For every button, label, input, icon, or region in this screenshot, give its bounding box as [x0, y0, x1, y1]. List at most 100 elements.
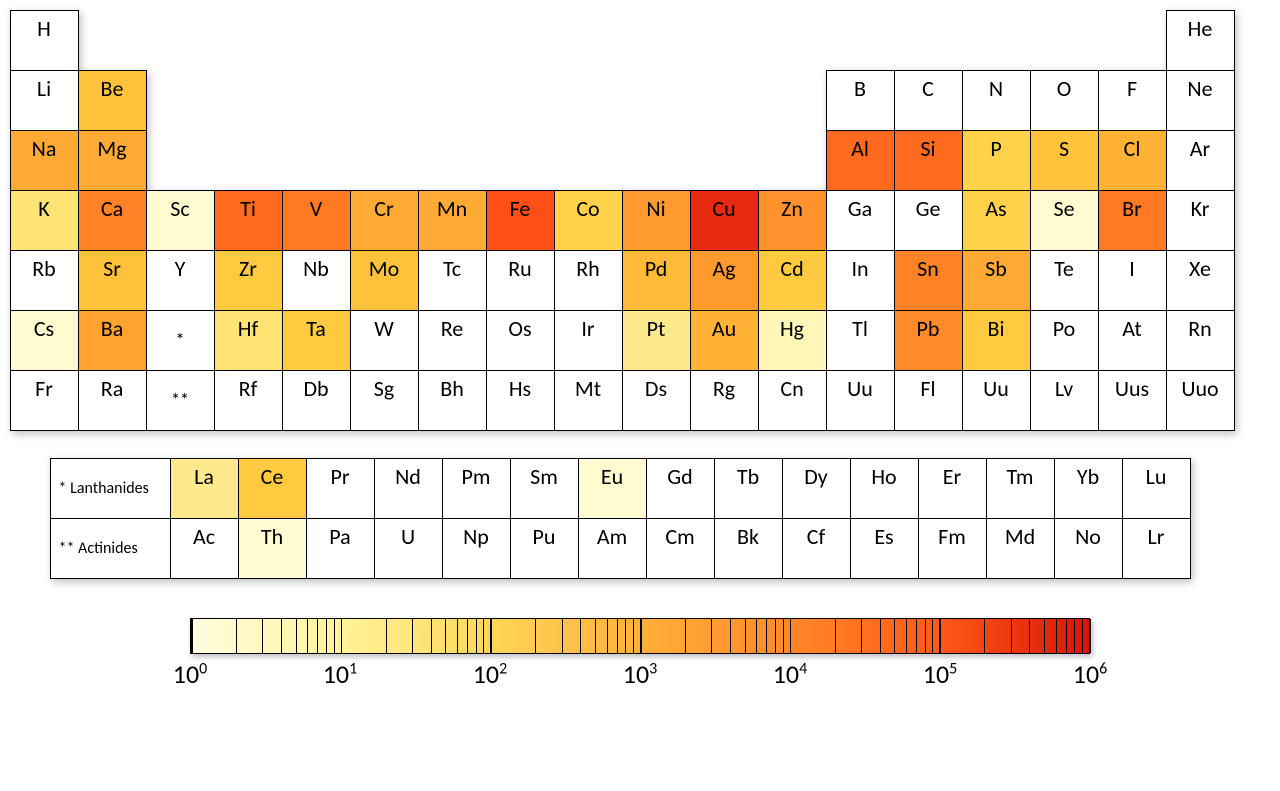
element-cn: Cn [758, 370, 827, 431]
element-br: Br [1098, 190, 1167, 251]
element-po: Po [1030, 310, 1099, 371]
element-ne: Ne [1166, 70, 1235, 131]
element-lr: Lr [1122, 518, 1191, 579]
element-sr: Sr [78, 250, 147, 311]
element-cd: Cd [758, 250, 827, 311]
element-ca: Ca [78, 190, 147, 251]
element-au: Au [690, 310, 759, 371]
element-he: He [1166, 10, 1235, 71]
element-es: Es [850, 518, 919, 579]
element-db: Db [282, 370, 351, 431]
scale-label-5: 105 [923, 658, 957, 690]
element-mg: Mg [78, 130, 147, 191]
element-n: N [962, 70, 1031, 131]
element-pd: Pd [622, 250, 691, 311]
element-hg: Hg [758, 310, 827, 371]
element-mt: Mt [554, 370, 623, 431]
element-rg: Rg [690, 370, 759, 431]
element-fr: Fr [10, 370, 79, 431]
element-ru: Ru [486, 250, 555, 311]
element-dy: Dy [782, 458, 851, 519]
element-gd: Gd [646, 458, 715, 519]
element-be: Be [78, 70, 147, 131]
element-zr: Zr [214, 250, 283, 311]
element-ti: Ti [214, 190, 283, 251]
element-ni: Ni [622, 190, 691, 251]
element-fl: Fl [894, 370, 963, 431]
element-kr: Kr [1166, 190, 1235, 251]
element-la: La [170, 458, 239, 519]
element-cf: Cf [782, 518, 851, 579]
element-p: P [962, 130, 1031, 191]
element-pr: Pr [306, 458, 375, 519]
element-li: Li [10, 70, 79, 131]
element-th: Th [238, 518, 307, 579]
element-sg: Sg [350, 370, 419, 431]
element-ra: Ra [78, 370, 147, 431]
element-nd: Nd [374, 458, 443, 519]
element-er: Er [918, 458, 987, 519]
element-al: Al [826, 130, 895, 191]
element-ho: Ho [850, 458, 919, 519]
element-cr: Cr [350, 190, 419, 251]
element-y: Y [146, 250, 215, 311]
element-o: O [1030, 70, 1099, 131]
element-uuo: Uuo [1166, 370, 1235, 431]
actinides-label: ** Actinides [50, 518, 171, 579]
element-ge: Ge [894, 190, 963, 251]
element-np: Np [442, 518, 511, 579]
element-hs: Hs [486, 370, 555, 431]
element-ir: Ir [554, 310, 623, 371]
element-rh: Rh [554, 250, 623, 311]
element-sn: Sn [894, 250, 963, 311]
element-pu: Pu [510, 518, 579, 579]
element-rb: Rb [10, 250, 79, 311]
element-v: V [282, 190, 351, 251]
element-h: H [10, 10, 79, 71]
element-rn: Rn [1166, 310, 1235, 371]
element-mo: Mo [350, 250, 419, 311]
element-ta: Ta [282, 310, 351, 371]
element-si: Si [894, 130, 963, 191]
color-scale: 100101102103104105106 [190, 618, 1090, 694]
element-sc: Sc [146, 190, 215, 251]
element-cm: Cm [646, 518, 715, 579]
element-ac: Ac [170, 518, 239, 579]
element-rf: Rf [214, 370, 283, 431]
element-bk: Bk [714, 518, 783, 579]
element-ga: Ga [826, 190, 895, 251]
element-bh: Bh [418, 370, 487, 431]
element-pb: Pb [894, 310, 963, 371]
element-cl: Cl [1098, 130, 1167, 191]
element-s: S [1030, 130, 1099, 191]
fblock-grid: * LanthanidesLaCePrNdPmSmEuGdTbDyHoErTmY… [50, 458, 1270, 578]
element-i: I [1098, 250, 1167, 311]
element-xe: Xe [1166, 250, 1235, 311]
element-starstar: ** [146, 370, 215, 431]
element-lv: Lv [1030, 370, 1099, 431]
element-se: Se [1030, 190, 1099, 251]
scale-label-3: 103 [623, 658, 657, 690]
element-sm: Sm [510, 458, 579, 519]
element-na: Na [10, 130, 79, 191]
scale-label-4: 104 [773, 658, 807, 690]
element-ce: Ce [238, 458, 307, 519]
element-pa: Pa [306, 518, 375, 579]
element-co: Co [554, 190, 623, 251]
element-cu: Cu [690, 190, 759, 251]
element-f: F [1098, 70, 1167, 131]
element-fe: Fe [486, 190, 555, 251]
element-fm: Fm [918, 518, 987, 579]
scale-bar [190, 618, 1090, 654]
element-as: As [962, 190, 1031, 251]
element-yb: Yb [1054, 458, 1123, 519]
element-ag: Ag [690, 250, 759, 311]
element-lu: Lu [1122, 458, 1191, 519]
element-pt: Pt [622, 310, 691, 371]
element-tc: Tc [418, 250, 487, 311]
element-zn: Zn [758, 190, 827, 251]
element-tl: Tl [826, 310, 895, 371]
element-md: Md [986, 518, 1055, 579]
element-cs: Cs [10, 310, 79, 371]
element-uu: Uu [962, 370, 1031, 431]
